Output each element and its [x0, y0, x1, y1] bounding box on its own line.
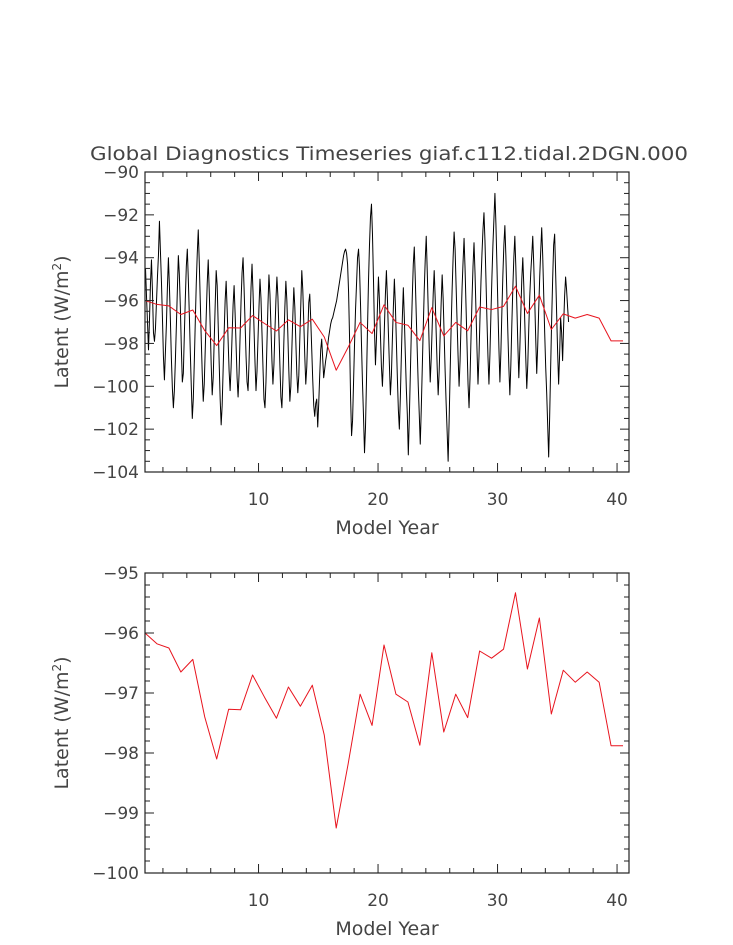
top-y-tick-label: −90: [103, 163, 139, 183]
bottom-y-label-main: Latent (W/m: [51, 672, 73, 790]
top-y-label-sup: 2: [50, 263, 64, 271]
bottom-y-tick-label: −97: [103, 684, 139, 704]
bottom-y-tick-label: −98: [103, 744, 139, 764]
top-y-tick-label: −96: [103, 292, 139, 312]
top-panel: 10 20 30 40 −104 −102 −100 −98 −96 −94 −92 −90 Mode…: [50, 163, 630, 539]
bottom-y-tick-label: −100: [92, 864, 139, 884]
bottom-panel: 10 20 30 40 −100 −99 −98 −97 −96 −95 Model Year L…: [50, 564, 630, 940]
bottom-series-layer: [144, 592, 624, 829]
bottom-series-0-line: [144, 592, 624, 829]
top-x-tick-label: 20: [367, 490, 389, 510]
bottom-x-axis-label: Model Year: [335, 918, 439, 940]
top-series-0-line: [145, 192, 570, 462]
top-y-tick-label: −104: [92, 463, 139, 483]
bottom-tick-layer: 10 20 30 40 −100 −99 −98 −97 −96 −95: [92, 564, 629, 911]
bottom-x-tick-label: 10: [248, 891, 270, 911]
top-y-tick-label: −98: [103, 334, 139, 354]
top-x-tick-label: 10: [248, 490, 270, 510]
bottom-y-tick-label: −96: [103, 624, 139, 644]
top-y-tick-label: −94: [103, 249, 139, 269]
top-y-tick-label: −100: [92, 377, 139, 397]
top-y-label-main: Latent (W/m: [51, 271, 73, 389]
bottom-plot-frame: [144, 572, 630, 874]
top-x-tick-label: 30: [487, 490, 509, 510]
bottom-y-label-sup: 2: [50, 664, 64, 672]
bottom-x-tick-label: 20: [367, 891, 389, 911]
top-series-1-line: [144, 285, 624, 371]
top-series-layer: [144, 192, 624, 462]
top-x-tick-label: 40: [606, 490, 628, 510]
top-y-tick-label: −102: [92, 420, 139, 440]
top-y-label-close: ): [51, 255, 73, 262]
bottom-y-label-close: ): [51, 656, 73, 663]
top-y-tick-label: −92: [103, 206, 139, 226]
top-x-axis-label: Model Year: [335, 517, 439, 539]
bottom-y-tick-label: −95: [103, 564, 139, 584]
top-tick-layer: 10 20 30 40 −104 −102 −100 −98 −96 −94 −92 −90: [92, 163, 629, 510]
bottom-y-axis-label: Latent (W/m2): [50, 656, 73, 789]
chart-title: Global Diagnostics Timeseries giaf.c112.…: [90, 143, 688, 165]
top-y-axis-label: Latent (W/m2): [50, 255, 73, 388]
bottom-x-tick-label: 30: [487, 891, 509, 911]
bottom-y-tick-label: −99: [103, 804, 139, 824]
bottom-x-tick-label: 40: [606, 891, 628, 911]
